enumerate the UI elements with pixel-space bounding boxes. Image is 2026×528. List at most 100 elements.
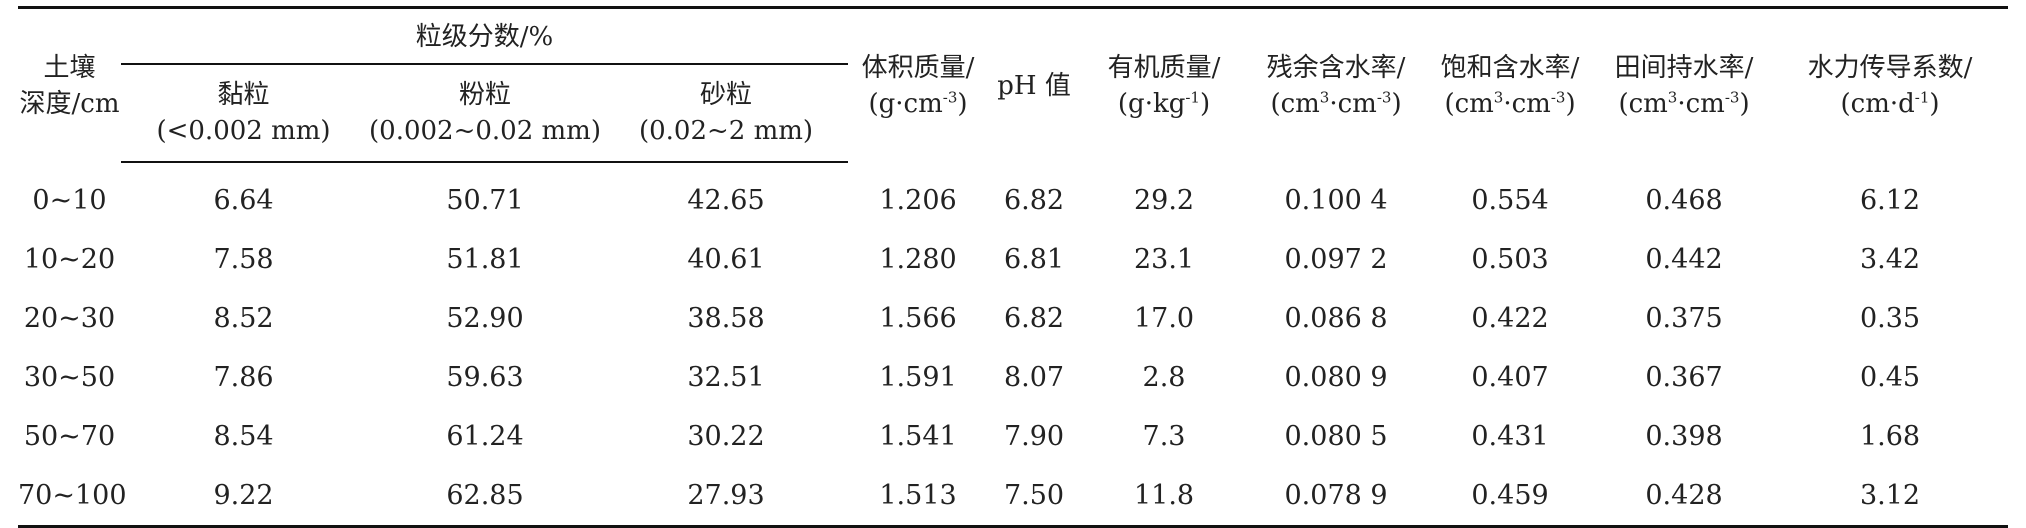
- table-row: 50~70 8.54 61.24 30.22 1.541 7.90 7.3 0.080 5 0.…: [18, 407, 2008, 466]
- header-sand-range: (0.02~2 mm): [638, 116, 814, 146]
- cell-depth: 70~100: [18, 466, 127, 528]
- header-bulk-density: 体积质量/ (g·cm-3): [848, 6, 989, 162]
- unit-part: ·cm: [1329, 88, 1377, 119]
- cell-residual-water: 0.080 9: [1284, 362, 1388, 393]
- unit-part: (g·kg: [1117, 88, 1186, 119]
- unit-superscript: 3: [1493, 87, 1504, 106]
- cell-depth: 10~20: [23, 244, 116, 275]
- unit-part: (cm·d: [1840, 88, 1915, 119]
- cell-field-capacity: 0.367: [1645, 362, 1723, 393]
- header-hydraulic-conductivity-name: 水力传导系数/: [1807, 52, 1973, 83]
- header-silt-name: 粉粒: [458, 80, 511, 110]
- header-organic-matter-unit: (g·kg-1): [1080, 86, 1248, 122]
- cell-hydraulic-conductivity: 3.12: [1772, 466, 2009, 528]
- unit-part: ·cm: [1677, 88, 1725, 119]
- header-soil-depth-line2: 深度/cm: [19, 88, 120, 119]
- unit-part: (cm: [1270, 88, 1320, 119]
- header-residual-water-name: 残余含水率/: [1266, 52, 1406, 83]
- cell-clay: 6.64: [213, 185, 274, 216]
- header-saturated-water: 饱和含水率/ (cm3·cm-3): [1424, 6, 1597, 162]
- cell-clay: 9.22: [121, 466, 366, 528]
- cell-sand: 40.61: [687, 244, 765, 275]
- cell-residual-water: 0.097 2: [1284, 244, 1388, 275]
- header-ph-label: pH 值: [997, 70, 1071, 101]
- cell-silt: 51.81: [446, 244, 524, 275]
- unit-superscript: -1: [1185, 87, 1200, 106]
- cell-organic-matter: 17.0: [1133, 303, 1195, 334]
- cell-depth: 30~50: [23, 362, 116, 393]
- cell-saturated-water: 0.422: [1471, 303, 1549, 334]
- cell-silt: 50.71: [446, 185, 524, 216]
- cell-clay: 7.58: [213, 244, 274, 275]
- cell-depth: 0~10: [32, 184, 107, 216]
- cell-sand: 30.22: [687, 421, 765, 452]
- soil-properties-table: 土壤 深度/cm 粒级分数/% 体积质量/ (g·cm-3) pH 值 有机质量…: [18, 6, 2009, 528]
- cell-organic-matter: 2.8: [1142, 362, 1186, 393]
- header-silt: 粉粒 (0.002~0.02 mm): [366, 65, 604, 163]
- table-row: 70~100 9.22 62.85 27.93 1.513 7.50 11.8 0.078 9…: [18, 466, 2009, 528]
- cell-hydraulic-conductivity: 3.42: [1859, 244, 1921, 275]
- header-clay: 黏粒 (<0.002 mm): [121, 65, 366, 163]
- cell-field-capacity: 0.442: [1645, 244, 1723, 275]
- unit-superscript: -1: [1914, 87, 1930, 106]
- cell-organic-matter: 7.3: [1142, 421, 1186, 452]
- cell-hydraulic-conductivity: 0.35: [1859, 303, 1921, 334]
- cell-clay: 8.52: [213, 303, 274, 334]
- unit-part: ): [1391, 88, 1402, 119]
- cell-ph: 8.07: [1003, 362, 1065, 393]
- header-bulk-density-name: 体积质量/: [861, 52, 975, 83]
- header-particle-fraction-group: 粒级分数/%: [121, 6, 849, 65]
- table-row: 0~10 6.64 50.71 42.65 1.206 6.82 29.2 0.100 4 0.…: [18, 162, 2008, 230]
- cell-residual-water: 0.086 8: [1284, 303, 1388, 334]
- cell-silt: 59.63: [446, 362, 524, 393]
- unit-part: ): [1199, 88, 1211, 119]
- header-sand-name: 砂粒: [700, 80, 753, 110]
- header-group-rule: [121, 63, 849, 65]
- table-row: 30~50 7.86 59.63 32.51 1.591 8.07 2.8 0.080 9 0.…: [18, 348, 2008, 407]
- header-hydraulic-conductivity: 水力传导系数/ (cm·d-1): [1772, 6, 2009, 162]
- cell-saturated-water: 0.431: [1471, 421, 1549, 452]
- unit-superscript: -3: [1550, 87, 1566, 106]
- header-sand: 砂粒 (0.02~2 mm): [604, 65, 849, 163]
- table-row: 10~20 7.58 51.81 40.61 1.280 6.81 23.1 0.097 2 0…: [18, 230, 2008, 289]
- unit-superscript: -3: [942, 87, 958, 106]
- cell-field-capacity: 0.468: [1645, 184, 1723, 216]
- cell-bulk-density: 1.541: [879, 421, 957, 452]
- cell-clay: 8.54: [213, 421, 274, 452]
- cell-sand: 32.51: [687, 362, 765, 393]
- table-body: 0~10 6.64 50.71 42.65 1.206 6.82 29.2 0.100 4 0.…: [18, 162, 2009, 528]
- unit-part: ): [1565, 88, 1576, 119]
- unit-part: ): [1929, 88, 1940, 119]
- header-silt-range: (0.002~0.02 mm): [369, 116, 601, 146]
- cell-silt: 62.85: [366, 466, 604, 528]
- unit-superscript: -3: [1724, 87, 1740, 106]
- cell-hydraulic-conductivity: 1.68: [1859, 421, 1921, 452]
- cell-saturated-water: 0.554: [1471, 184, 1549, 216]
- cell-field-capacity: 0.375: [1645, 303, 1723, 334]
- unit-superscript: 3: [1319, 87, 1330, 106]
- header-organic-matter-name: 有机质量/: [1107, 52, 1221, 83]
- cell-bulk-density: 1.566: [879, 303, 957, 334]
- unit-part: (g·cm: [868, 88, 943, 119]
- cell-bulk-density: 1.591: [879, 362, 957, 393]
- cell-silt: 52.90: [446, 303, 524, 334]
- cell-saturated-water: 0.407: [1471, 362, 1549, 393]
- cell-residual-water: 0.100 4: [1284, 184, 1388, 216]
- header-bulk-density-unit: (g·cm-3): [848, 86, 988, 122]
- cell-field-capacity: 0.398: [1645, 421, 1723, 452]
- unit-part: (cm: [1444, 88, 1494, 119]
- cell-bulk-density: 1.280: [879, 244, 957, 275]
- cell-sand: 27.93: [604, 466, 849, 528]
- cell-hydraulic-conductivity: 6.12: [1859, 184, 1921, 216]
- cell-ph: 6.82: [1003, 303, 1065, 334]
- header-field-capacity-name: 田间持水率/: [1614, 52, 1754, 83]
- unit-part: ·cm: [1503, 88, 1551, 119]
- header-soil-depth-line1: 土壤: [43, 52, 96, 83]
- cell-residual-water: 0.080 5: [1284, 421, 1388, 452]
- header-clay-name: 黏粒: [217, 80, 270, 110]
- header-ph: pH 值: [988, 6, 1081, 162]
- cell-saturated-water: 0.503: [1471, 244, 1549, 275]
- header-saturated-water-name: 饱和含水率/: [1440, 52, 1580, 83]
- cell-organic-matter: 23.1: [1133, 244, 1195, 275]
